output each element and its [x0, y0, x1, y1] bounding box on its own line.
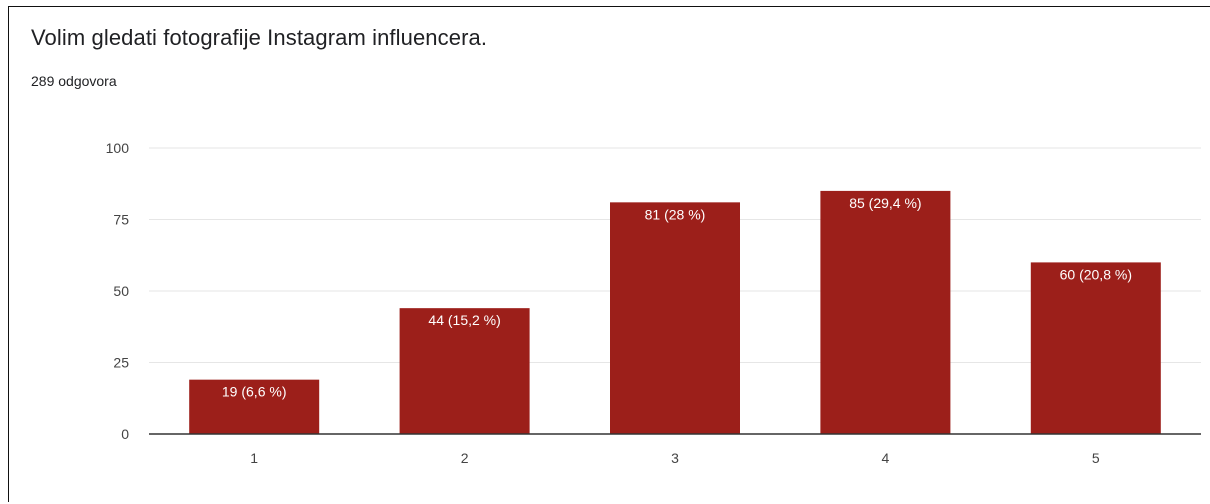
- chart-card: Volim gledati fotografije Instagram infl…: [8, 6, 1210, 502]
- bar-3: [610, 202, 740, 434]
- data-label-2: 44 (15,2 %): [428, 312, 500, 328]
- y-axis-ticks: 0 25 50 75 100: [106, 140, 130, 442]
- data-label-1: 19 (6,6 %): [222, 384, 287, 400]
- x-tick-label: 3: [671, 450, 679, 466]
- y-tick-label: 75: [113, 212, 129, 228]
- bar-2: [399, 308, 530, 434]
- y-tick-label: 100: [106, 140, 130, 156]
- y-tick-label: 25: [113, 355, 129, 371]
- data-label-4: 85 (29,4 %): [849, 195, 921, 211]
- chart-title: Volim gledati fotografije Instagram infl…: [31, 25, 488, 50]
- x-tick-label: 2: [461, 450, 469, 466]
- x-tick-label: 1: [250, 450, 258, 466]
- x-tick-label: 5: [1092, 450, 1100, 466]
- y-tick-label: 50: [113, 283, 129, 299]
- x-axis-ticks: 1 2 3 4 5: [250, 450, 1100, 466]
- bars: [189, 190, 1161, 434]
- y-tick-label: 0: [121, 426, 129, 442]
- bar-4: [820, 190, 951, 434]
- data-label-5: 60 (20,8 %): [1060, 266, 1132, 282]
- data-labels: 19 (6,6 %) 44 (15,2 %) 81 (28 %) 85 (29,4 %…: [222, 195, 1132, 400]
- response-count: 289 odgovora: [31, 73, 117, 89]
- x-tick-label: 4: [882, 450, 890, 466]
- data-label-3: 81 (28 %): [645, 206, 706, 222]
- bar-1: [189, 379, 320, 434]
- bar-5: [1030, 262, 1161, 434]
